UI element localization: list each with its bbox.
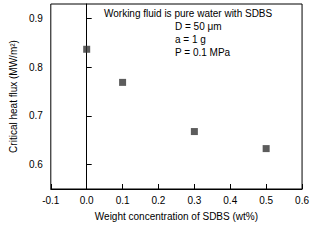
svg-text:0.8: 0.8 — [29, 62, 43, 73]
svg-text:-0.1: -0.1 — [42, 195, 60, 206]
svg-text:P = 0.1 MPa: P = 0.1 MPa — [175, 47, 231, 58]
svg-text:Weight concentration of SDBS (: Weight concentration of SDBS (wt%) — [95, 211, 258, 222]
svg-text:0.6: 0.6 — [295, 195, 309, 206]
svg-text:0.7: 0.7 — [29, 110, 43, 121]
svg-text:Critical heat flux (MW/m²): Critical heat flux (MW/m²) — [8, 40, 19, 153]
svg-text:0.2: 0.2 — [152, 195, 166, 206]
svg-text:0.9: 0.9 — [29, 13, 43, 24]
svg-text:0.6: 0.6 — [29, 159, 43, 170]
svg-text:0.1: 0.1 — [116, 195, 130, 206]
svg-text:D = 50 μm: D = 50 μm — [175, 21, 222, 32]
svg-text:a = 1 g: a = 1 g — [175, 34, 206, 45]
svg-text:Working fluid is pure water wi: Working fluid is pure water with SDBS — [104, 8, 273, 19]
svg-text:0.3: 0.3 — [187, 195, 201, 206]
svg-text:0.0: 0.0 — [80, 195, 94, 206]
svg-text:0.5: 0.5 — [259, 195, 273, 206]
svg-text:0.4: 0.4 — [223, 195, 237, 206]
